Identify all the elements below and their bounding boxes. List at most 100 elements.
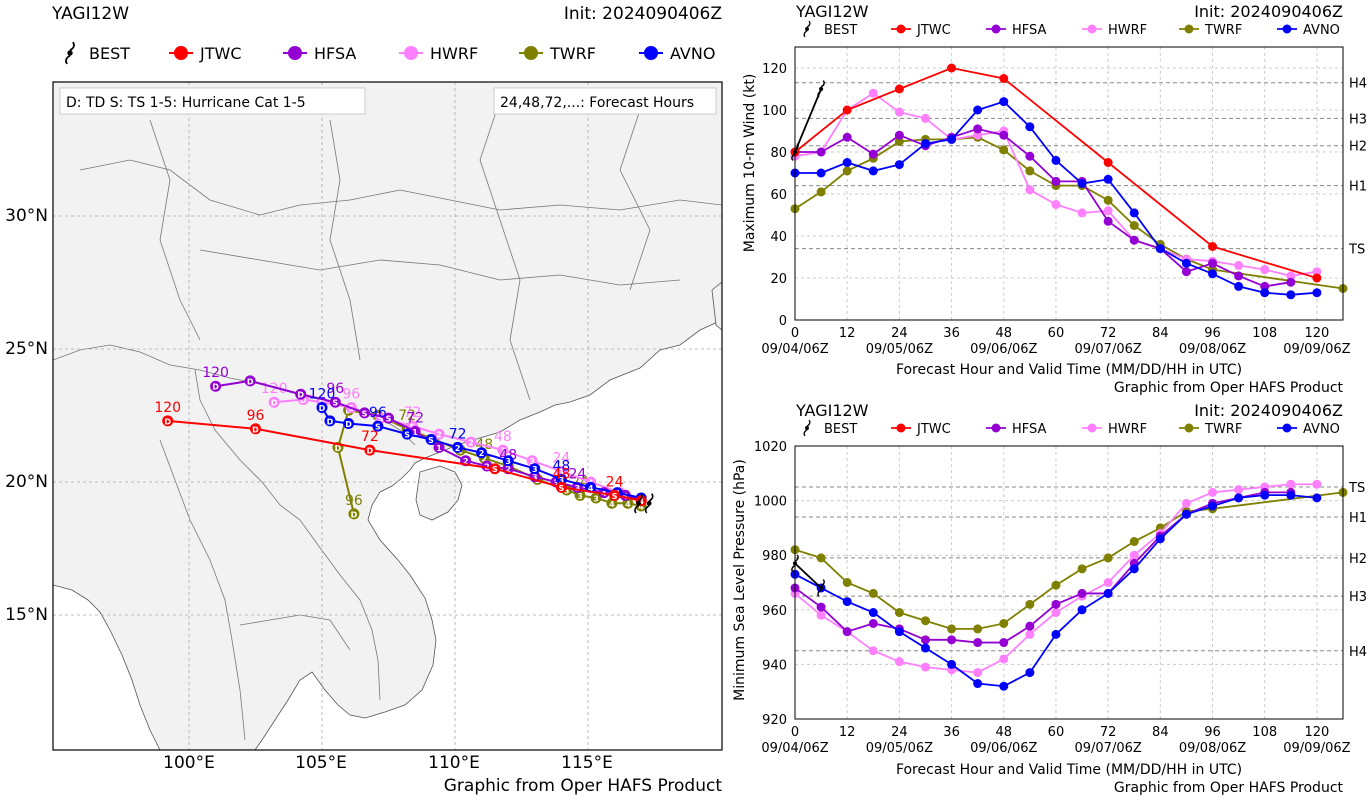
data-point <box>1286 479 1296 489</box>
data-point <box>1312 267 1322 277</box>
forecast-hour-label: 24 <box>606 474 624 490</box>
data-point <box>1181 498 1191 508</box>
category-label: H2 <box>1349 140 1367 155</box>
y-tick-label: 80 <box>770 146 787 161</box>
data-point <box>1181 267 1191 277</box>
x-tick-label: 12 <box>839 326 856 341</box>
circle-marker-icon <box>1184 24 1194 34</box>
circle-marker-icon <box>1282 24 1292 34</box>
track-point <box>502 455 514 467</box>
track-point <box>383 412 394 424</box>
data-point <box>816 168 826 178</box>
data-point <box>1312 493 1322 503</box>
series-line <box>794 562 822 589</box>
data-point <box>973 638 983 648</box>
forecast-hour-label: 96 <box>342 387 360 403</box>
data-point <box>1234 281 1244 291</box>
data-point <box>1129 235 1139 245</box>
track-point-intensity: S <box>559 484 565 493</box>
track-point-intensity: D <box>297 391 304 400</box>
category-label: TS <box>1348 243 1365 258</box>
track-point-intensity: S <box>386 415 392 424</box>
data-point <box>894 608 904 618</box>
data-point <box>1208 269 1218 279</box>
data-point <box>1234 493 1244 503</box>
data-point <box>973 679 983 689</box>
pressure-chart-ylabel: Minimum Sea Level Pressure (hPa) <box>732 459 748 701</box>
map-note-intensity-key: D: TD S: TS 1-5: Hurricane Cat 1-5 <box>66 95 306 111</box>
data-point <box>894 160 904 170</box>
category-label: H1 <box>1349 180 1367 195</box>
track-point <box>433 441 445 453</box>
category-label: H4 <box>1349 77 1367 92</box>
lat-tick-labels: 30°N 25°N 20°N 15°N <box>5 206 48 625</box>
hurricane-arm <box>634 504 639 514</box>
data-point <box>973 124 983 134</box>
data-point <box>1103 216 1113 226</box>
data-point <box>1103 206 1113 216</box>
forecast-hour-label: 72 <box>398 408 416 424</box>
hurricane-arm <box>791 153 796 161</box>
track-point <box>609 489 621 501</box>
map-area: 4443332221SSSDDD2448729644433322SSSDDD24… <box>53 82 722 750</box>
legend-label: HWRF <box>1108 422 1147 437</box>
pressure-chart-xlabel: Forecast Hour and Valid Time (MM/DD/HH i… <box>896 762 1242 778</box>
map-init-time: Init: 2024090406Z <box>564 4 722 24</box>
data-point <box>842 597 852 607</box>
x-tick-label: 72 <box>1100 326 1117 341</box>
data-point <box>1025 599 1035 609</box>
legend-item-hfsa: HFSA <box>283 44 356 63</box>
track-point <box>476 447 488 459</box>
track-point-intensity: S <box>492 465 498 474</box>
category-label: H3 <box>1349 112 1367 127</box>
data-point <box>894 130 904 140</box>
track-point <box>295 388 307 400</box>
data-point <box>894 657 904 667</box>
track-point-intensity: 3 <box>500 447 506 456</box>
data-point <box>973 624 983 634</box>
circle-marker-icon <box>991 423 1001 433</box>
hurricane-arm <box>69 41 75 52</box>
legend-item-avno: AVNO <box>1277 422 1340 437</box>
legend-item-avno: AVNO <box>639 44 715 63</box>
x-tick-label: 60 <box>1048 725 1065 740</box>
circle-marker-icon <box>174 46 188 60</box>
x-tick-label: 0 <box>791 326 799 341</box>
track-point <box>465 436 477 448</box>
x-tick-label: 24 <box>891 725 908 740</box>
data-point <box>868 588 878 598</box>
circle-marker-icon <box>288 46 302 60</box>
hurricane-arm <box>638 493 643 502</box>
track-point <box>343 417 355 429</box>
y-tick-label: 40 <box>770 230 787 245</box>
track-point <box>162 415 174 427</box>
data-point <box>999 74 1009 83</box>
lat-tick-label: 30°N <box>5 206 48 226</box>
wind-chart-panel: YAGI12W Init: 2024090406Z BEST JTWC HFSA HW… <box>742 2 1367 396</box>
hurricane-eye <box>805 426 809 430</box>
date-tick-label: 09/09/06Z <box>1283 342 1350 357</box>
data-point <box>1051 155 1061 165</box>
x-tick-label: 96 <box>1204 725 1221 740</box>
legend-item-hwrf: HWRF <box>1082 422 1147 437</box>
data-point <box>1025 668 1035 678</box>
data-point <box>1025 629 1035 639</box>
track-point-intensity: D <box>367 447 374 456</box>
data-point <box>1129 564 1139 574</box>
legend-label: TWRF <box>1204 23 1242 38</box>
plot-area <box>795 446 1343 719</box>
track-point-intensity: 4 <box>638 497 644 506</box>
data-point <box>1051 599 1061 609</box>
category-label: TS <box>1348 481 1365 496</box>
legend-item-best: BEST <box>803 20 857 38</box>
x-tick-label: 36 <box>943 725 960 740</box>
hurricane-symbol-icon <box>65 41 75 65</box>
hurricane-arm <box>65 54 71 65</box>
forecast-hour-label: 72 <box>404 405 422 421</box>
data-point <box>1025 185 1035 195</box>
legend-label: JTWC <box>199 44 241 63</box>
data-point <box>1312 273 1322 283</box>
forecast-tracks: 4443332221SSSDDD2448729644433322SSSDDD24… <box>154 365 654 520</box>
forecast-hour-label: 96 <box>369 405 387 421</box>
date-tick-label: 09/06/06Z <box>970 342 1037 357</box>
